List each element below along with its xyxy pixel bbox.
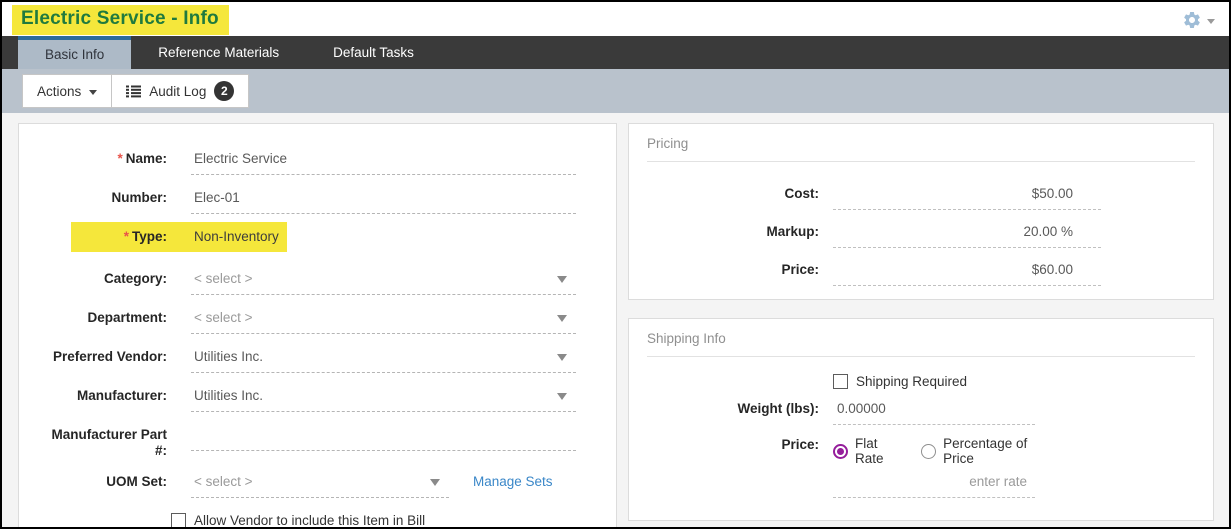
pricing-header: Pricing (646, 136, 1195, 162)
chevron-down-icon (89, 89, 98, 95)
tab-reference-materials[interactable]: Reference Materials (158, 45, 280, 60)
dropdown-caret-icon[interactable] (556, 315, 567, 322)
manufacturer-select[interactable]: Utilities Inc. (191, 386, 576, 412)
toolbar: Actions Audit Log 2 (2, 69, 1229, 113)
price-input[interactable]: $60.00 (832, 260, 1101, 286)
shipping-required-label: Shipping Required (855, 374, 968, 389)
gear-icon[interactable] (1182, 10, 1202, 30)
tab-default-tasks[interactable]: Default Tasks (333, 45, 414, 60)
type-highlight (71, 222, 287, 252)
content-area: * Name: Electric Service Number: Elec-01 … (2, 113, 1229, 528)
field-row-shipping-price: Price: Flat Rate Percentage of Price (629, 435, 1213, 466)
audit-log-button-label: Audit Log (149, 83, 207, 99)
shipping-info-header: Shipping Info (646, 331, 1195, 357)
allow-vendor-checkbox-label: Allow Vendor to include this Item in Bil… (194, 513, 426, 528)
field-row-category: Category: < select > (19, 269, 616, 295)
uom-set-select[interactable]: < select > (191, 472, 449, 498)
percentage-of-price-radio[interactable] (921, 443, 937, 459)
flat-rate-radio[interactable] (832, 443, 848, 459)
department-label: Department: (87, 310, 167, 325)
right-column: Pricing Cost: $50.00 Markup: 20.00 % Pri… (627, 123, 1214, 521)
cost-input[interactable]: $50.00 (832, 184, 1101, 210)
category-select[interactable]: < select > (191, 269, 576, 295)
markup-label: Markup: (766, 224, 819, 239)
tab-basic-info[interactable]: Basic Info (18, 36, 132, 69)
number-label: Number: (111, 190, 167, 205)
manufacturer-part-input[interactable] (191, 425, 576, 451)
title-bar: Electric Service - Info (2, 2, 1229, 36)
category-label: Category: (103, 271, 167, 286)
cost-label: Cost: (784, 186, 819, 201)
manage-sets-link[interactable]: Manage Sets (473, 474, 553, 489)
field-row-preferred-vendor: Preferred Vendor: Utilities Inc. (19, 347, 616, 373)
basic-info-panel: * Name: Electric Service Number: Elec-01 … (18, 123, 617, 528)
field-row-department: Department: < select > (19, 308, 616, 334)
list-icon (126, 85, 142, 98)
type-label: Type: (131, 229, 167, 244)
name-label: Name: (125, 151, 167, 166)
weight-label: Weight (lbs): (737, 401, 819, 416)
field-row-rate: enter rate (629, 472, 1213, 498)
type-value: Non-Inventory (194, 229, 279, 244)
manufacturer-part-label: Manufacturer Part #: (51, 427, 167, 458)
flat-rate-radio-option[interactable]: Flat Rate (832, 436, 895, 466)
name-input[interactable]: Electric Service (191, 149, 576, 175)
allow-vendor-checkbox[interactable] (171, 513, 186, 527)
settings-menu[interactable] (1182, 10, 1215, 30)
weight-input[interactable]: 0.00000 (832, 399, 1035, 425)
shipping-required-checkbox[interactable] (832, 374, 848, 389)
percentage-of-price-label: Percentage of Price (943, 436, 1028, 466)
actions-button[interactable]: Actions (22, 74, 113, 108)
required-asterisk: * (123, 229, 129, 244)
actions-button-label: Actions (37, 83, 82, 99)
field-row-uom-set: UOM Set: < select > Manage Sets (19, 472, 616, 498)
department-select[interactable]: < select > (191, 308, 576, 334)
field-row-price: Price: $60.00 (629, 260, 1213, 286)
dropdown-caret-icon[interactable] (430, 479, 440, 486)
page-title: Electric Service - Info (12, 5, 229, 35)
field-row-number: Number: Elec-01 (19, 188, 616, 214)
field-row-markup: Markup: 20.00 % (629, 222, 1213, 248)
rate-input[interactable]: enter rate (832, 472, 1035, 498)
preferred-vendor-select[interactable]: Utilities Inc. (191, 347, 576, 373)
field-row-shipping-required: Shipping Required (629, 373, 1213, 389)
audit-log-count-badge: 2 (214, 81, 235, 101)
pricing-panel: Pricing Cost: $50.00 Markup: 20.00 % Pri… (627, 123, 1214, 300)
markup-input[interactable]: 20.00 % (832, 222, 1101, 248)
preferred-vendor-label: Preferred Vendor: (52, 349, 167, 364)
field-row-name: * Name: Electric Service (19, 149, 616, 175)
dropdown-caret-icon[interactable] (556, 276, 567, 283)
required-asterisk: * (117, 151, 123, 166)
flat-rate-label: Flat Rate (854, 436, 884, 466)
field-row-type: * Type: Non-Inventory (19, 222, 616, 253)
number-input[interactable]: Elec-01 (191, 188, 576, 214)
shipping-price-label: Price: (781, 437, 819, 452)
field-row-manufacturer: Manufacturer: Utilities Inc. (19, 386, 616, 412)
price-label: Price: (781, 262, 819, 277)
shipping-info-panel: Shipping Info Shipping Required Weight (… (627, 318, 1214, 521)
audit-log-button[interactable]: Audit Log 2 (111, 74, 250, 108)
field-row-manufacturer-part: Manufacturer Part #: (19, 425, 616, 459)
dropdown-caret-icon[interactable] (556, 393, 567, 400)
uom-set-label: UOM Set: (106, 474, 167, 489)
field-row-weight: Weight (lbs): 0.00000 (629, 399, 1213, 425)
chevron-down-icon (1207, 19, 1215, 24)
percentage-of-price-radio-option[interactable]: Percentage of Price (921, 436, 1035, 466)
tab-bar: Basic Info Reference Materials Default T… (2, 36, 1229, 69)
dropdown-caret-icon[interactable] (556, 354, 567, 361)
field-row-cost: Cost: $50.00 (629, 184, 1213, 210)
allow-vendor-checkbox-row: Allow Vendor to include this Item in Bil… (171, 513, 616, 528)
manufacturer-label: Manufacturer: (76, 388, 167, 403)
